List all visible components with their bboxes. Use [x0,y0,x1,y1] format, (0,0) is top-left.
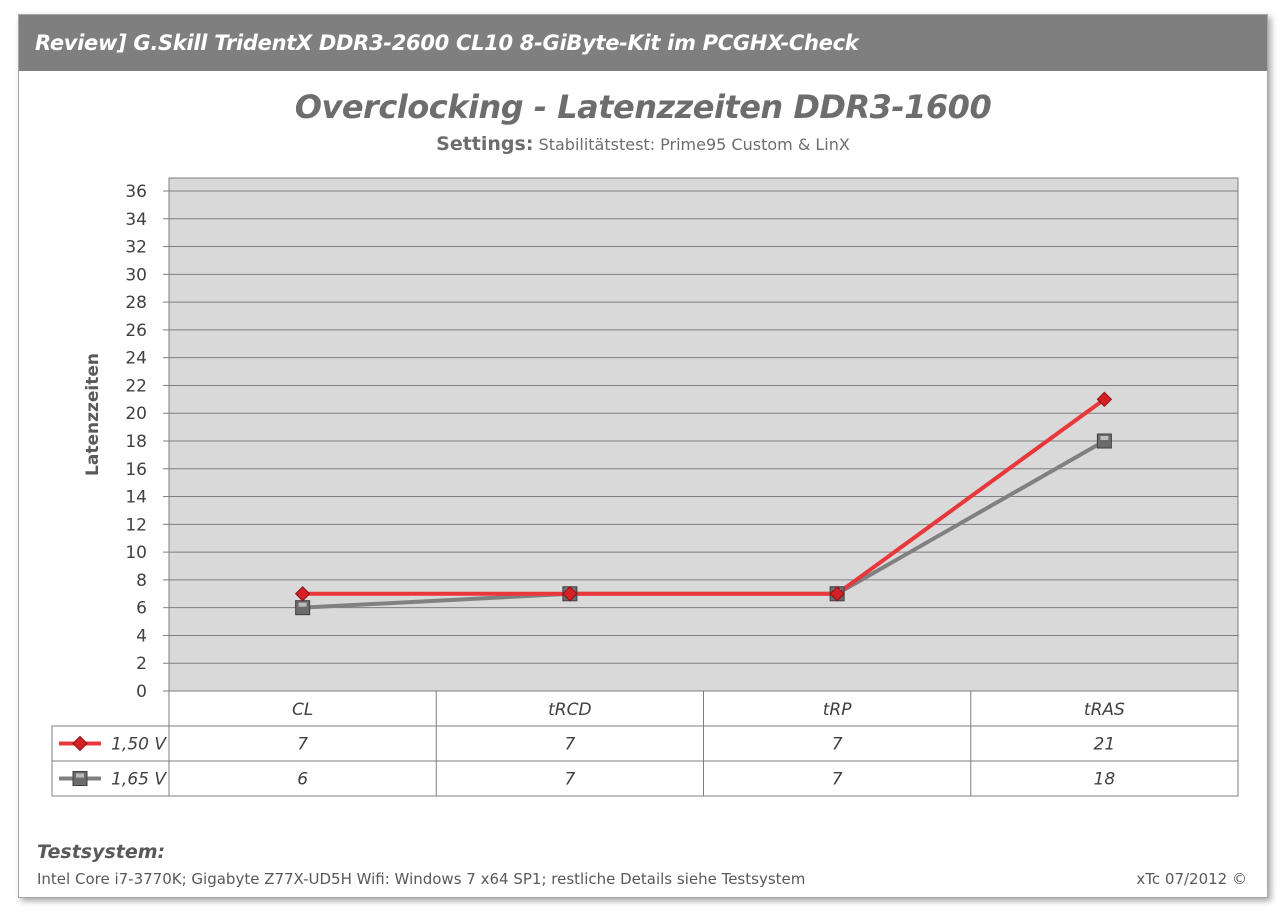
testsystem-details: Intel Core i7-3770K; Gigabyte Z77X-UD5H … [37,870,806,888]
table-value: 7 [564,735,575,755]
chart-subtitle: Settings: Stabilitätstest: Prime95 Custo… [19,133,1267,155]
chart-title: Overclocking - Latenzzeiten DDR3-1600 [294,88,992,126]
y-tick-label: 28 [125,293,147,313]
y-tick-label: 20 [125,404,147,424]
data-point-marker [562,586,578,602]
y-tick-label: 0 [136,682,147,702]
table-value: 7 [297,735,308,755]
y-tick-label: 4 [136,626,147,646]
y-axis-label: Latenzzeiten [83,353,103,476]
y-tick-label: 34 [125,210,147,230]
y-tick-label: 10 [125,543,147,563]
x-category-label: CL [292,700,313,720]
y-tick-label: 12 [125,515,147,535]
x-category-label: tRAS [1084,700,1125,720]
y-tick-label: 18 [125,432,147,452]
window-title: Review] G.Skill TridentX DDR3-2600 CL10 … [35,31,859,55]
copyright: xTc 07/2012 © [1136,870,1247,888]
data-point-marker-highlight [1100,436,1109,440]
data-point-marker [1096,391,1113,408]
data-point-marker [829,586,845,602]
x-category-label: tRP [823,700,852,720]
legend-series-name: 1,65 V [111,770,167,790]
y-tick-label: 24 [125,349,147,369]
y-tick-label: 2 [136,654,147,674]
table-value: 21 [1094,735,1116,755]
y-tick-label: 26 [125,321,147,341]
table-value: 7 [832,770,843,790]
y-tick-label: 6 [136,599,147,619]
series-line [302,397,1106,596]
line-chart: 024681012141618202224262830323436Latenzz… [51,177,1239,797]
data-point-marker [294,586,311,602]
legend-key-marker-highlight [76,773,84,778]
y-tick-label: 16 [125,460,147,480]
subtitle-text: Stabilitätstest: Prime95 Custom & LinX [538,135,850,154]
chart-panel: Review] G.Skill TridentX DDR3-2600 CL10 … [18,14,1268,898]
y-tick-label: 36 [125,182,147,202]
y-tick-label: 8 [136,571,147,591]
testsystem-label: Testsystem: [37,841,166,863]
plot-area [168,177,1239,692]
y-tick-label: 32 [125,238,147,258]
y-tick-label: 30 [125,265,147,285]
legend-key-marker [72,735,88,752]
title-bar: Review] G.Skill TridentX DDR3-2600 CL10 … [19,15,1267,71]
data-point-marker-highlight [298,602,307,607]
table-value: 18 [1094,770,1116,790]
table-value: 7 [832,735,843,755]
x-category-label: tRCD [548,700,591,720]
table-value: 7 [564,770,575,790]
y-tick-label: 22 [125,376,147,396]
table-value: 6 [297,770,308,790]
subtitle-label: Settings: [436,133,534,155]
y-tick-label: 14 [125,488,147,508]
legend-series-name: 1,50 V [111,735,167,755]
